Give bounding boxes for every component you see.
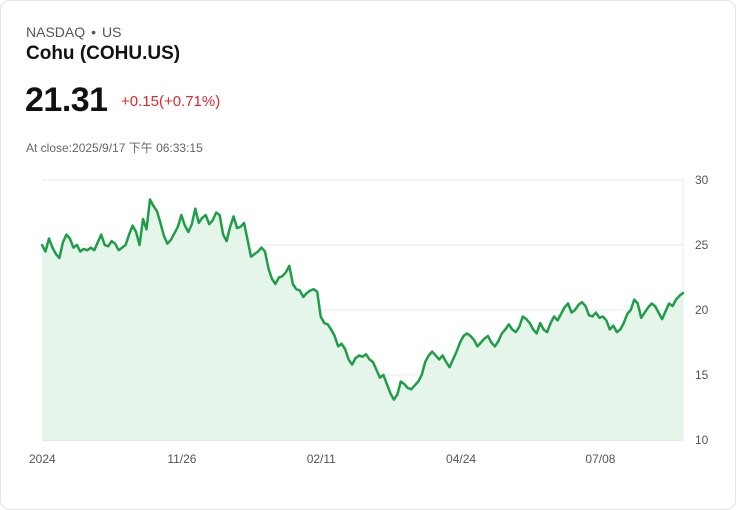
- x-tick-label: 02/11: [307, 452, 336, 466]
- y-tick-label: 15: [695, 368, 709, 382]
- x-axis: 2024 11/26 02/11 04/24 07/08: [29, 452, 616, 466]
- x-tick-label: 04/24: [446, 452, 476, 466]
- x-tick-label: 11/26: [167, 452, 196, 466]
- y-tick-label: 20: [695, 303, 709, 317]
- close-time: At close:2025/9/17 下午 06:33:15: [26, 141, 203, 155]
- x-tick-label: 2024: [29, 452, 56, 466]
- exchange-name: NASDAQ: [26, 24, 86, 40]
- region-label: US: [102, 24, 122, 40]
- y-axis: 10 15 20 25 30: [695, 173, 709, 447]
- price-chart[interactable]: 10 15 20 25 30 2024 11/26 02/11 04/24 07/08: [1, 161, 736, 481]
- exchange-line: NASDAQ • US: [26, 24, 121, 40]
- price-area-fill: [42, 199, 683, 440]
- y-tick-label: 30: [695, 173, 709, 187]
- price-line[interactable]: [40, 198, 685, 401]
- y-tick-label: 25: [695, 238, 709, 252]
- x-tick-label: 07/08: [585, 452, 615, 466]
- separator-dot: •: [91, 24, 97, 40]
- price-change: +0.15(+0.71%): [121, 93, 221, 110]
- stock-title: Cohu (COHU.US): [26, 43, 181, 64]
- last-price: 21.31: [25, 81, 108, 119]
- y-tick-label: 10: [695, 433, 709, 447]
